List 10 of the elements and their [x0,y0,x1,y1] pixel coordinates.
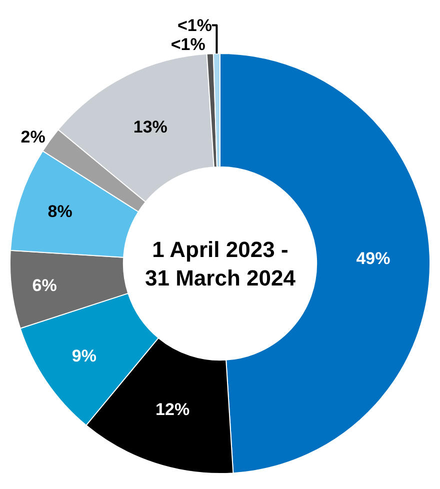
data-label: 2% [20,127,46,146]
text: 1 April 2023 - 31 March 2024 [145,237,296,291]
data-label: 9% [72,346,96,366]
data-label: 12% [156,400,190,419]
data-label: 6% [32,276,57,296]
data-label: 8% [48,202,72,222]
data-label: 13% [133,117,168,136]
data-label: 49% [356,249,390,268]
data-label: <1% [170,34,206,54]
data-label: <1% [177,16,212,35]
